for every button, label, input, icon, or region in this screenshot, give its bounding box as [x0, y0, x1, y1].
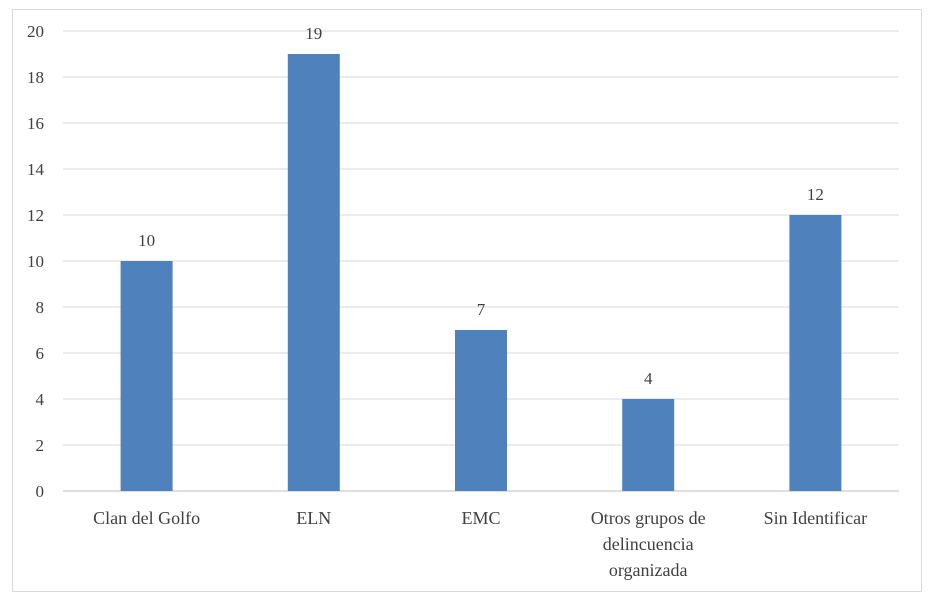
bar-1 [287, 54, 340, 491]
x-category-label-1: ELN [296, 508, 331, 528]
y-tick-label: 20 [27, 22, 44, 41]
x-category-label-line: EMC [461, 508, 500, 528]
x-category-label-line: Sin Identificar [764, 508, 867, 528]
y-tick-label: 4 [36, 390, 45, 409]
y-tick-label: 14 [27, 160, 45, 179]
x-category-label-line: organizada [609, 560, 688, 580]
x-category-label-2: EMC [461, 508, 500, 528]
bar-2 [455, 330, 507, 491]
x-axis-labels: Clan del Golfo ELN EMC Otros grupos de delin… [93, 508, 867, 580]
bar-0 [120, 261, 173, 491]
y-tick-label: 16 [27, 114, 44, 133]
gridlines [63, 30, 899, 492]
data-label-2: 7 [477, 300, 486, 319]
data-label-4: 12 [807, 185, 824, 204]
y-tick-label: 6 [36, 344, 45, 363]
y-tick-label: 12 [27, 206, 44, 225]
y-axis-ticks: 0 2 4 6 8 10 12 14 16 18 20 [27, 22, 45, 501]
y-tick-label: 8 [36, 298, 45, 317]
data-label-3: 4 [644, 369, 653, 388]
data-label-1: 19 [305, 24, 322, 43]
y-tick-label: 0 [36, 482, 45, 501]
x-category-label-line: Clan del Golfo [93, 508, 200, 528]
x-category-label-line: ELN [296, 508, 331, 528]
bars [120, 54, 842, 491]
data-labels: 10 19 7 4 12 [138, 24, 824, 388]
x-category-label-line: Otros grupos de [591, 508, 706, 528]
y-tick-label: 10 [27, 252, 44, 271]
bar-4 [789, 215, 842, 491]
y-tick-label: 18 [27, 68, 44, 87]
bar-3 [622, 399, 675, 491]
x-category-label-4: Sin Identificar [764, 508, 867, 528]
data-label-0: 10 [138, 231, 155, 250]
x-category-label-line: delincuencia [603, 534, 694, 554]
x-category-label-3: Otros grupos de delincuencia organizada [591, 508, 706, 580]
y-tick-label: 2 [36, 436, 45, 455]
x-category-label-0: Clan del Golfo [93, 508, 200, 528]
